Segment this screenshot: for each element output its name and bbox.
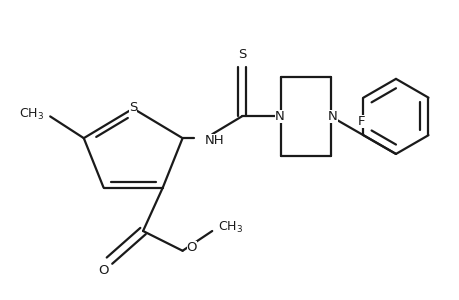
- Text: N: N: [274, 110, 284, 123]
- Text: NH: NH: [204, 134, 224, 147]
- Text: O: O: [186, 241, 196, 254]
- Text: N: N: [327, 110, 337, 123]
- Text: CH$_3$: CH$_3$: [19, 107, 44, 122]
- Text: S: S: [129, 101, 137, 114]
- Text: CH$_3$: CH$_3$: [218, 220, 243, 235]
- Text: O: O: [98, 264, 109, 277]
- Text: F: F: [357, 115, 364, 128]
- Text: S: S: [237, 48, 246, 61]
